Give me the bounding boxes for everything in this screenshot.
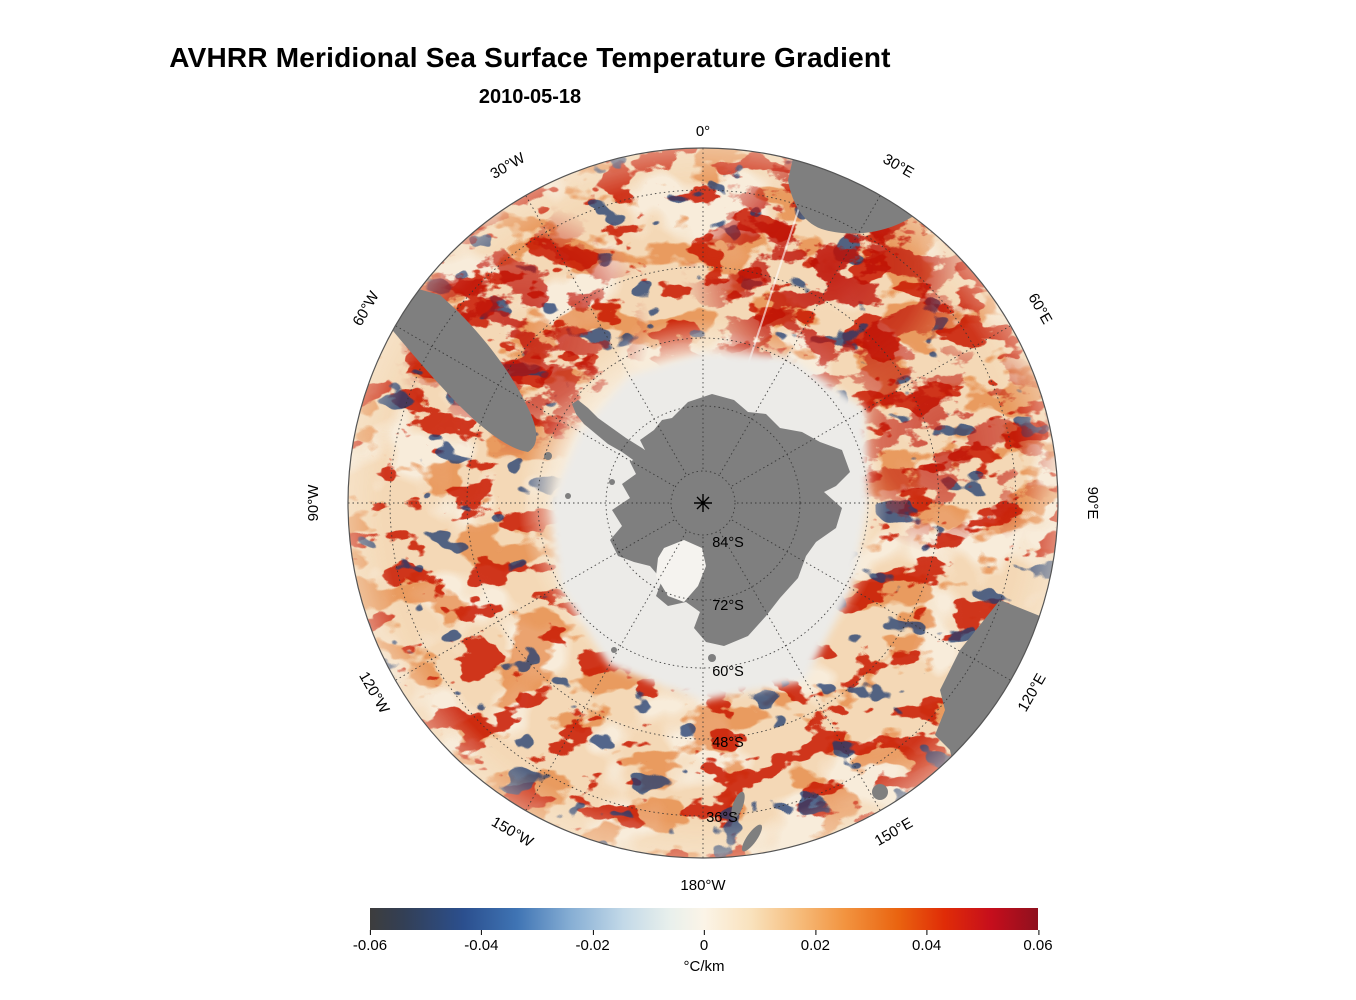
- graticule: [348, 148, 1058, 858]
- lon-label-60w: 60°W: [350, 288, 384, 329]
- colorbar-ticks: -0.06 -0.04 -0.02 0 0.02 0.04 0.06: [353, 930, 1053, 954]
- figure-date: 2010-05-18: [478, 86, 582, 108]
- lon-label-30w: 30°W: [488, 149, 529, 183]
- colorbar-tick-label: 0.06: [1023, 930, 1053, 954]
- colorbar-tick-label: -0.02: [575, 930, 610, 954]
- colorbar: -0.06 -0.04 -0.02 0 0.02 0.04 0.06 °C/km: [353, 908, 1053, 975]
- antarctica-landmass: [572, 394, 850, 646]
- lon-label-90w: 90°W: [305, 484, 322, 522]
- lat-label-84s: 84°S: [712, 535, 744, 551]
- island: [611, 647, 617, 653]
- lat-label-60s: 60°S: [712, 664, 744, 680]
- new-zealand-north: [731, 791, 745, 819]
- map-outline: [347, 147, 1059, 859]
- falkland-islands: [544, 452, 552, 460]
- lat-label-36s: 36°S: [706, 810, 738, 826]
- lon-label-0: 0°: [696, 123, 710, 140]
- lon-label-120e: 120°E: [1014, 671, 1049, 715]
- lon-label-150e: 150°E: [872, 814, 916, 849]
- lon-label-120w: 120°W: [355, 669, 393, 717]
- lon-label-150w: 150°W: [488, 813, 536, 851]
- latitude-circle-84s: [670, 470, 736, 536]
- colorbar-tick-label: 0.02: [800, 930, 830, 954]
- colorbar-units-label: °C/km: [683, 958, 725, 975]
- tasmania-island: [872, 784, 888, 800]
- latitude-circle-48s: [466, 266, 940, 740]
- lon-label-180w: 180°W: [680, 877, 726, 894]
- south-georgia-island: [609, 479, 615, 485]
- lat-label-48s: 48°S: [712, 735, 744, 751]
- map-interior: [348, 148, 1058, 858]
- island: [565, 493, 571, 499]
- lat-label-72s: 72°S: [712, 598, 744, 614]
- pole-marker: [694, 494, 712, 512]
- colorbar-tick-label: 0.04: [912, 930, 942, 954]
- lon-label-30e: 30°E: [880, 151, 917, 182]
- lon-label-60e: 60°E: [1024, 290, 1055, 327]
- figure-title: AVHRR Meridional Sea Surface Temperature…: [169, 42, 891, 73]
- lon-label-90e: 90°E: [1084, 487, 1101, 520]
- colorbar-gradient: [370, 908, 1038, 930]
- new-zealand-south: [741, 824, 763, 852]
- colorbar-tick-label: -0.06: [352, 930, 388, 954]
- ross-ice-shelf: [656, 540, 706, 602]
- colorbar-tick-label: 0: [699, 930, 709, 954]
- island: [708, 654, 716, 662]
- colorbar-tick-label: -0.04: [464, 930, 499, 954]
